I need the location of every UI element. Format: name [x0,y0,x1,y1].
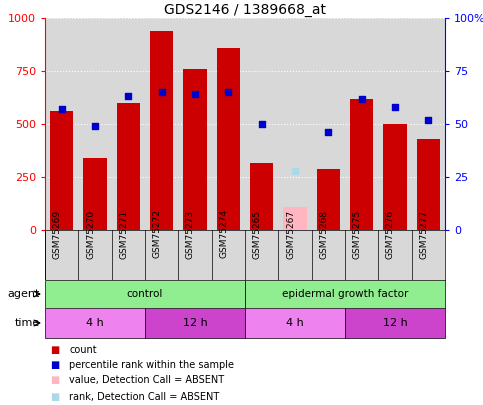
Text: ■: ■ [50,345,59,355]
Bar [150,31,173,230]
Bar [184,69,207,230]
Bar [245,280,445,308]
Bar [217,48,240,230]
Text: GSM75271: GSM75271 [119,209,128,258]
Text: epidermal growth factor: epidermal growth factor [282,289,408,299]
Text: GSM75275: GSM75275 [353,209,362,258]
Bar [145,308,245,338]
Text: time: time [15,318,40,328]
Text: GSM75274: GSM75274 [219,209,228,258]
Point [191,91,199,98]
Text: count: count [69,345,97,355]
Bar [284,207,307,230]
Bar [45,308,145,338]
Point [125,93,132,100]
Bar [84,158,107,230]
Text: GSM75267: GSM75267 [286,209,295,258]
Text: 4 h: 4 h [286,318,304,328]
Point [258,121,266,127]
Text: ■: ■ [50,360,59,370]
Bar [250,163,273,230]
Point [158,89,166,96]
Text: value, Detection Call = ABSENT: value, Detection Call = ABSENT [69,375,224,385]
Bar [317,168,340,230]
Text: GSM75270: GSM75270 [86,209,95,258]
Text: control: control [127,289,163,299]
Text: GSM75265: GSM75265 [253,209,262,258]
Bar [417,139,440,230]
Bar [245,308,345,338]
Text: percentile rank within the sample: percentile rank within the sample [69,360,234,370]
Bar [45,280,245,308]
Text: GSM75273: GSM75273 [186,209,195,258]
Text: GSM75269: GSM75269 [53,209,62,258]
Bar [345,308,445,338]
Bar [117,103,140,230]
Bar [350,98,373,230]
Title: GDS2146 / 1389668_at: GDS2146 / 1389668_at [164,3,326,17]
Text: agent: agent [8,289,40,299]
Text: ■: ■ [50,375,59,385]
Text: GSM75272: GSM75272 [153,209,162,258]
Bar [384,124,407,230]
Point [391,104,399,110]
Text: 4 h: 4 h [86,318,104,328]
Point [325,129,332,136]
Text: rank, Detection Call = ABSENT: rank, Detection Call = ABSENT [69,392,219,402]
Text: GSM75276: GSM75276 [386,209,395,258]
Text: GSM75277: GSM75277 [419,209,428,258]
Point [358,95,366,102]
Text: GSM75268: GSM75268 [319,209,328,258]
Point [225,89,232,96]
Text: 12 h: 12 h [383,318,407,328]
Bar [50,111,73,230]
Text: 12 h: 12 h [183,318,207,328]
Point [58,106,66,113]
Text: ■: ■ [50,392,59,402]
Point [425,117,432,123]
Point [91,123,99,129]
Point [291,167,299,174]
